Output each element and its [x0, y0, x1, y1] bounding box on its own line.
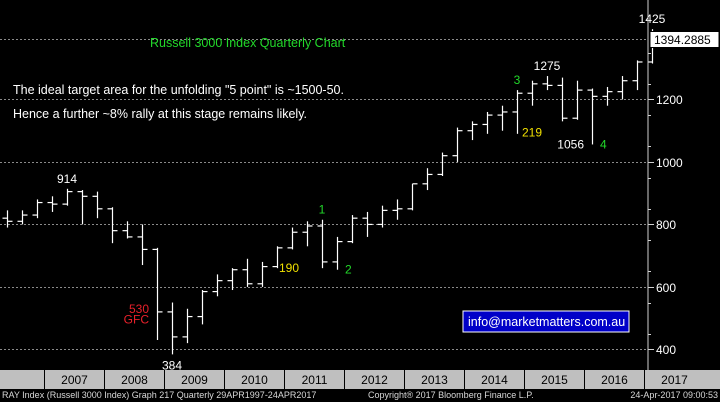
ohlc-bar [2, 210, 13, 228]
footer-security-info: RAY Index (Russell 3000 Index) Graph 217… [2, 390, 317, 400]
target-note-line-1: The ideal target area for the unfolding … [13, 83, 344, 97]
ohlc-bar [617, 76, 628, 100]
ohlc-bar [107, 207, 118, 244]
ohlc-bar [497, 105, 508, 131]
ohlc-bar [287, 227, 298, 250]
annotation-label: 219 [522, 125, 542, 139]
contact-box [462, 310, 630, 333]
ohlc-bar [302, 221, 313, 247]
ohlc-bar [182, 308, 193, 344]
ohlc-bar [437, 152, 448, 177]
ohlc-bar [542, 76, 553, 91]
ohlc-bar [212, 274, 223, 297]
ohlc-bar [17, 210, 28, 225]
footer-bar: RAY Index (Russell 3000 Index) Graph 217… [0, 389, 720, 402]
x-axis-band [0, 370, 720, 389]
ohlc-bar [92, 191, 103, 219]
chart-title: Russell 3000 Index Quarterly Chart [150, 36, 346, 50]
x-tick-label: 2013 [421, 373, 448, 387]
ohlc-bar [467, 121, 478, 141]
ohlc-bar [527, 80, 538, 106]
ohlc-bar [317, 219, 328, 269]
x-tick-label: 2008 [121, 373, 148, 387]
annotation-label: 530 [129, 302, 149, 316]
ohlc-bar [332, 236, 343, 270]
contact-email[interactable]: info@marketmatters.com.au [468, 315, 625, 329]
footer-copyright: Copyright® 2017 Bloomberg Finance L.P. [368, 390, 534, 400]
annotation-label: 384 [162, 358, 182, 372]
ohlc-bar [32, 199, 43, 219]
ohlc-bar [422, 168, 433, 191]
last-price-box [649, 31, 720, 48]
ohlc-bar [227, 268, 238, 291]
annotation-label: 2 [345, 263, 352, 277]
ohlc-bar [272, 246, 283, 269]
ohlc-bar [242, 258, 253, 287]
ohlc-bar [452, 127, 463, 162]
annotation-label: 3 [514, 73, 521, 87]
annotation-label: 4 [600, 137, 607, 151]
ohlc-bar [587, 88, 598, 145]
y-tick-label: 1000 [656, 156, 683, 170]
ohlc-bar [167, 302, 178, 355]
ohlc-bar [257, 261, 268, 287]
ohlc-bar [122, 221, 133, 239]
x-tick-label: 2016 [601, 373, 628, 387]
ohlc-bar [572, 80, 583, 120]
ohlc-bar [377, 205, 388, 228]
footer-timestamp: 24-Apr-2017 09:00:53 [630, 390, 718, 400]
x-tick-label: 2014 [481, 373, 508, 387]
x-tick-label: 2012 [361, 373, 388, 387]
ohlc-bar [137, 224, 148, 266]
ohlc-bar [152, 247, 163, 341]
x-tick-label: 2010 [241, 373, 268, 387]
ohlc-bar [512, 90, 523, 134]
ohlc-bar [362, 211, 373, 237]
ohlc-bar [482, 111, 493, 134]
ohlc-bar [62, 188, 73, 206]
annotation-label: 1425 [639, 12, 666, 26]
ohlc-bar [197, 290, 208, 325]
ohlc-bar [632, 60, 643, 91]
annotation-label: 1 [319, 203, 326, 217]
x-tick-label: 2015 [541, 373, 568, 387]
ohlc-bar [77, 190, 88, 225]
annotation-label: 1275 [534, 59, 561, 73]
x-tick-label: 2011 [302, 373, 328, 387]
annotation-label: 190 [279, 261, 299, 275]
y-tick-label: 400 [656, 343, 676, 357]
last-price-label: 1394.2885 [654, 33, 711, 47]
y-tick-label: 1200 [656, 93, 683, 107]
ohlc-bar [347, 215, 358, 244]
ohlc-bar [392, 199, 403, 220]
x-tick-label: 2017 [661, 373, 688, 387]
ohlc-bar [407, 183, 418, 211]
x-tick-label: 2007 [61, 373, 88, 387]
ohlc-bar [47, 196, 58, 212]
ohlc-bar [557, 77, 568, 122]
annotation-label: 1056 [557, 137, 584, 151]
annotation-label: 914 [57, 172, 77, 186]
y-tick-label: 600 [656, 281, 676, 295]
y-tick-label: 800 [656, 218, 676, 232]
annotation-label: GFC [124, 313, 150, 327]
x-tick-label: 2009 [181, 373, 208, 387]
target-note-line-2: Hence a further ~8% rally at this stage … [13, 107, 307, 121]
ohlc-bar [602, 86, 613, 106]
